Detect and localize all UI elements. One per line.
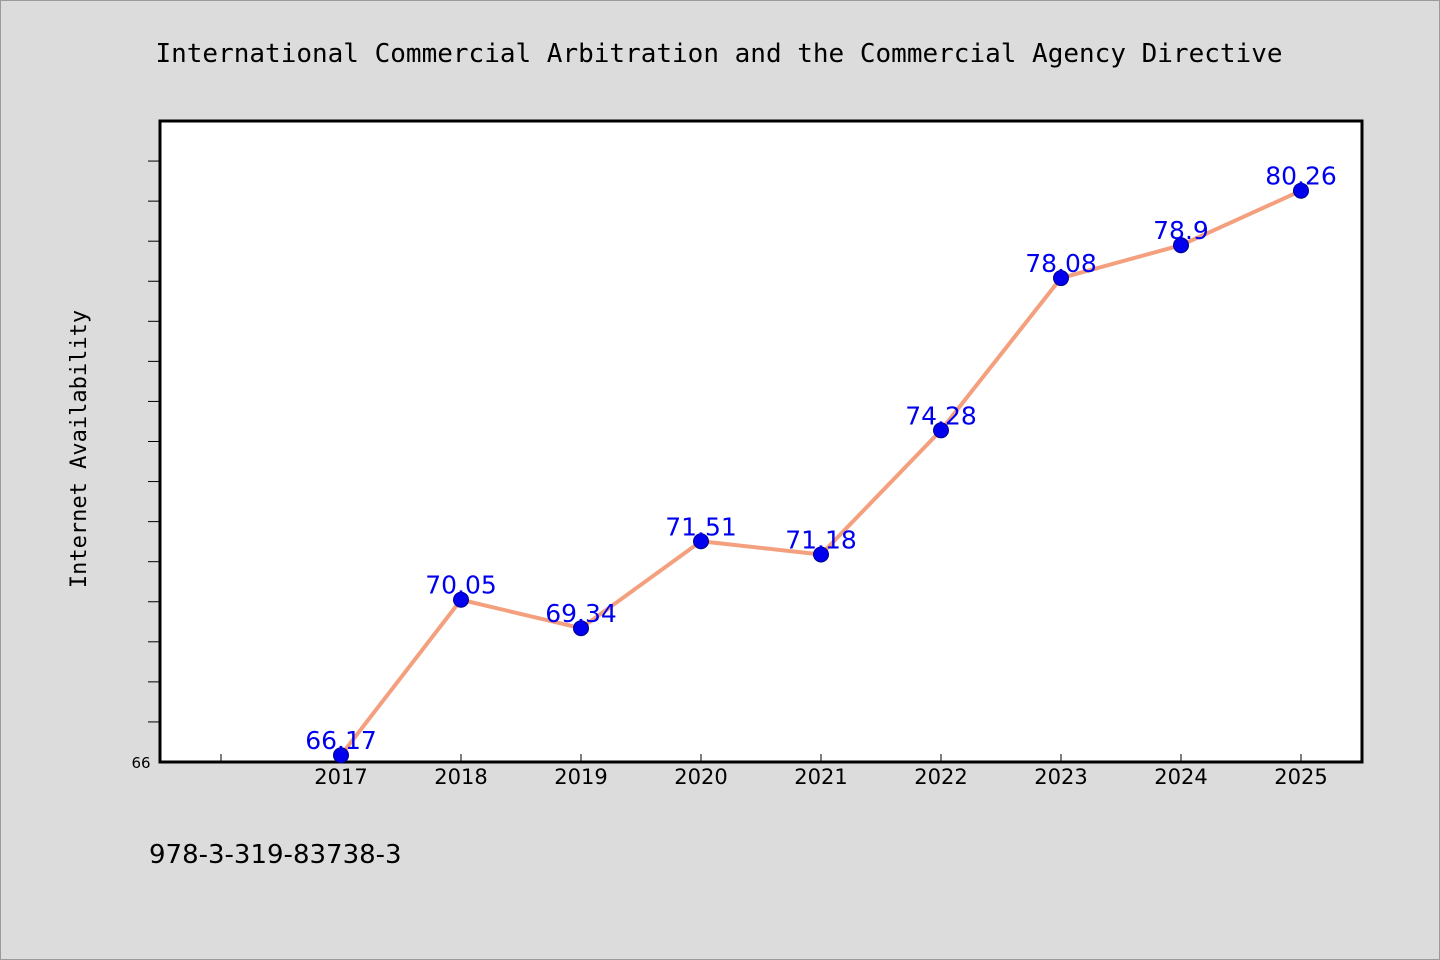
x-tick-label-2024: 2024 xyxy=(1154,765,1207,789)
data-label-2021: 71.18 xyxy=(785,525,857,554)
x-tick-label-2017: 2017 xyxy=(314,765,367,789)
data-label-2017: 66.17 xyxy=(305,726,377,755)
y-axis-ticks: 66 xyxy=(131,160,160,772)
data-labels: 66.17 70.05 69.34 71.51 71.18 74.28 78.08 78.9 8… xyxy=(305,162,1337,755)
data-point-2019 xyxy=(573,620,589,637)
data-label-2019: 69.34 xyxy=(545,599,617,628)
x-tick-label-2021: 2021 xyxy=(794,765,847,789)
data-label-2018: 70.05 xyxy=(425,571,497,600)
data-label-2024: 78.9 xyxy=(1153,216,1209,245)
data-label-2020: 71.51 xyxy=(665,512,737,541)
data-point-2018 xyxy=(453,591,469,608)
data-label-2025: 80.26 xyxy=(1265,162,1337,191)
data-label-2023: 78.08 xyxy=(1025,249,1097,278)
x-axis-ticks: 2017 2018 2019 2020 2021 2022 2023 2024 2025 xyxy=(220,754,1328,789)
footer-isbn: 978-3-319-83738-3 xyxy=(149,840,402,870)
data-point-2025 xyxy=(1293,182,1309,199)
x-tick-label-2022: 2022 xyxy=(914,765,967,789)
data-point-2017 xyxy=(333,747,349,764)
x-tick-label-2023: 2023 xyxy=(1034,765,1087,789)
data-point-2020 xyxy=(693,533,709,550)
plot-area xyxy=(158,119,1364,764)
data-label-2022: 74.28 xyxy=(905,401,977,430)
x-tick-label-2020: 2020 xyxy=(674,765,727,789)
data-point-2023 xyxy=(1053,270,1069,287)
x-tick-label-2019: 2019 xyxy=(554,765,607,789)
data-points xyxy=(333,182,1309,764)
data-point-2022 xyxy=(933,422,949,439)
chart-title: International Commercial Arbitration and… xyxy=(155,39,1282,69)
data-point-2021 xyxy=(813,546,829,563)
x-tick-label-2025: 2025 xyxy=(1274,765,1327,789)
data-point-2024 xyxy=(1173,237,1189,254)
x-tick-label-2018: 2018 xyxy=(434,765,487,789)
y-tick-label: 66 xyxy=(131,754,150,772)
y-axis-label: Internet Availability xyxy=(67,310,92,588)
